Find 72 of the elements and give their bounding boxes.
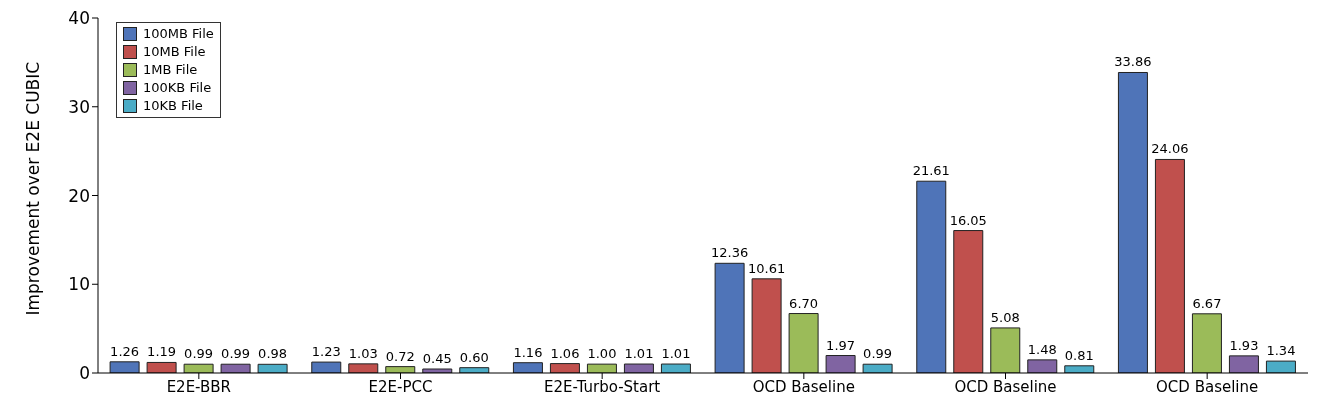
data-label: 1.19 (147, 344, 177, 360)
x-tick-label: OCD Baseline (954, 377, 1057, 396)
data-label: 0.98 (258, 346, 288, 362)
data-label: 1.01 (624, 346, 654, 362)
y-tick-label: 20 (68, 185, 90, 206)
data-label: 1.34 (1266, 343, 1296, 359)
data-label: 0.45 (422, 351, 452, 367)
x-tick-label: E2E-BBR (166, 377, 232, 396)
bar (422, 368, 453, 373)
data-label: 1.23 (311, 344, 341, 360)
x-tick-label: OCD Baseline (1156, 377, 1259, 396)
data-label: 33.86 (1114, 54, 1152, 70)
bar (549, 363, 580, 373)
data-label: 6.70 (789, 295, 819, 311)
bar (660, 363, 691, 373)
bar (953, 230, 984, 373)
bar (714, 262, 745, 373)
y-tick-label: 40 (68, 8, 90, 29)
x-tick-label: E2E-PCC (368, 377, 433, 396)
bar (788, 313, 819, 373)
bar (1191, 313, 1222, 373)
y-axis-title: Improvement over E2E CUBIC (23, 61, 44, 316)
data-label: 1.06 (550, 345, 580, 361)
legend-label: 1MB File (143, 61, 198, 79)
data-label: 21.61 (912, 163, 950, 179)
bar (1064, 365, 1095, 373)
bar (512, 362, 543, 373)
legend-label: 100KB File (143, 79, 212, 97)
y-tick-label: 30 (68, 96, 90, 117)
data-label: 1.93 (1229, 337, 1259, 353)
data-label: 1.48 (1027, 341, 1057, 357)
x-tick-label: OCD Baseline (752, 377, 855, 396)
bar (1154, 158, 1185, 373)
bar (1027, 359, 1058, 373)
bar (751, 278, 782, 373)
bar (586, 363, 617, 373)
legend-label: 10MB File (143, 43, 206, 61)
data-label: 12.36 (710, 245, 749, 261)
data-label: 5.08 (990, 309, 1020, 325)
bar (1117, 71, 1148, 373)
data-label: 6.67 (1192, 295, 1222, 311)
data-label: 16.05 (949, 212, 987, 228)
bar (1265, 360, 1296, 373)
data-label: 1.00 (587, 346, 617, 362)
legend-label: 100MB File (143, 25, 214, 43)
data-label: 0.99 (184, 346, 214, 362)
bar (257, 363, 288, 373)
data-label: 0.99 (221, 346, 251, 362)
y-tick-label: 0 (79, 363, 90, 384)
data-label: 0.60 (459, 349, 489, 365)
data-label: 0.99 (863, 346, 893, 362)
bar (825, 355, 856, 373)
bar (348, 363, 379, 373)
legend-label: 10KB File (143, 97, 203, 115)
bar (623, 363, 654, 373)
data-label: 0.81 (1064, 347, 1094, 363)
data-label: 24.06 (1151, 141, 1189, 157)
bar (109, 361, 140, 373)
data-label: 1.16 (513, 344, 543, 360)
data-label: 1.03 (348, 345, 378, 361)
data-label: 1.97 (826, 337, 856, 353)
bar (1228, 355, 1259, 373)
bar (146, 361, 177, 373)
x-tick-label: E2E-Turbo-Start (544, 377, 661, 396)
data-label: 1.01 (661, 346, 691, 362)
bar (990, 327, 1021, 373)
data-label: 1.26 (110, 343, 140, 359)
bar (311, 361, 342, 373)
data-label: 0.72 (385, 348, 415, 364)
bar (916, 180, 947, 373)
y-tick-label: 10 (68, 274, 90, 295)
data-label: 10.61 (747, 260, 786, 276)
